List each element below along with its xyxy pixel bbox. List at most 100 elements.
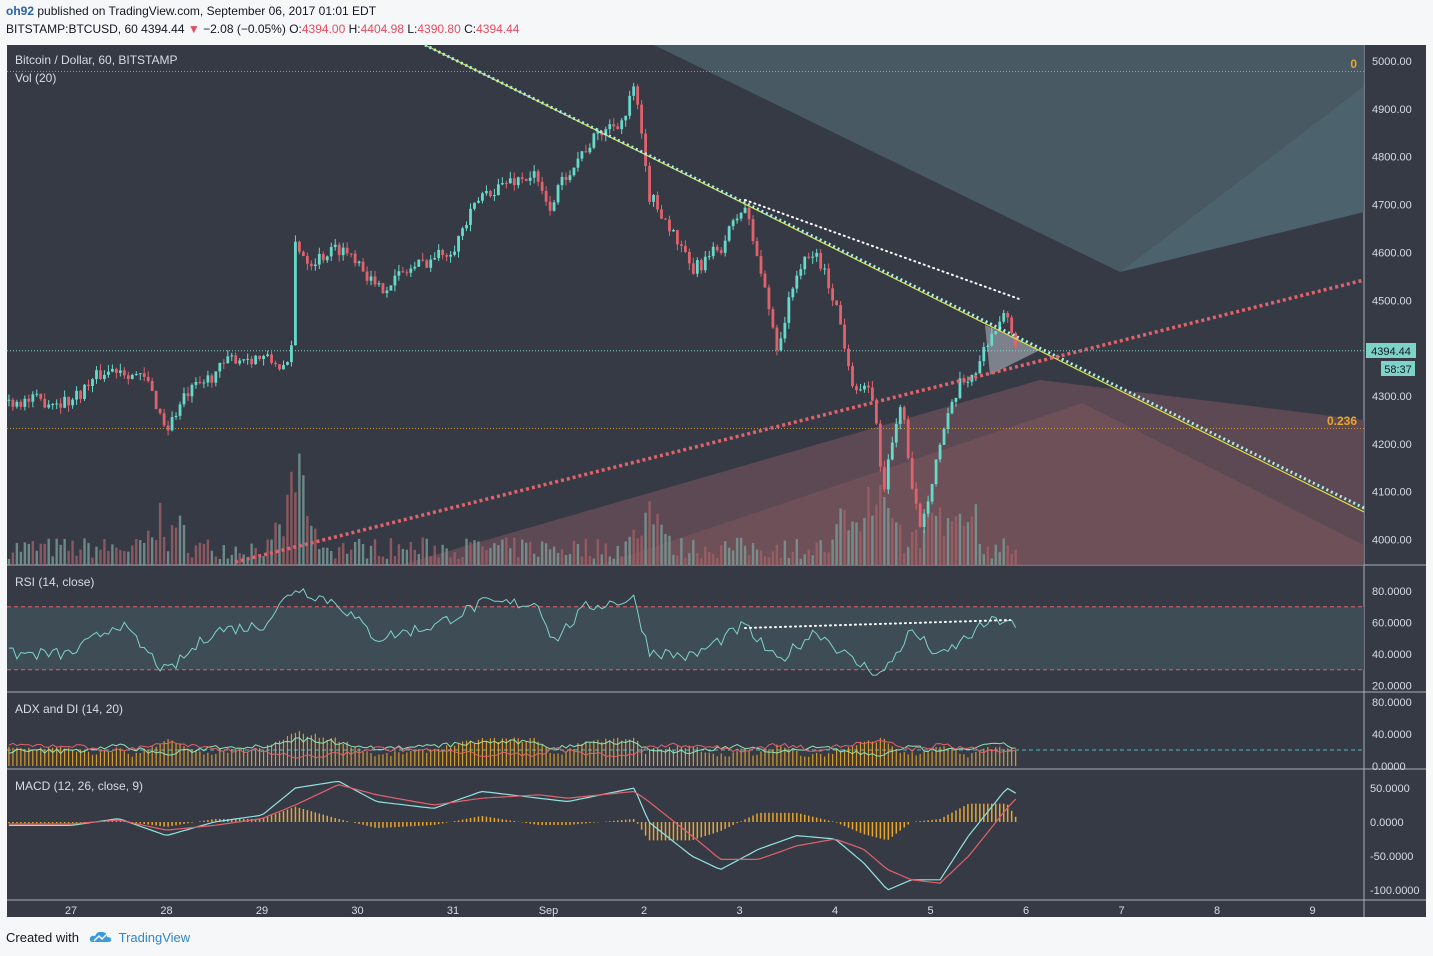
candle-body xyxy=(747,207,751,220)
candle-body xyxy=(122,370,126,376)
volume-bar xyxy=(743,545,747,565)
candle-body xyxy=(759,256,763,274)
candle-body xyxy=(604,129,608,136)
volume-bar xyxy=(807,549,810,565)
candle-body xyxy=(687,251,691,264)
candle-body xyxy=(974,373,978,375)
candle-body xyxy=(11,399,15,407)
candle-body xyxy=(214,371,218,383)
volume-bar xyxy=(660,524,663,565)
candle-body xyxy=(290,345,293,362)
candle-body xyxy=(210,375,214,383)
candle-body xyxy=(186,393,190,397)
volume-bar xyxy=(1014,549,1017,565)
volume-bar xyxy=(306,515,309,565)
price-tick-label: 4100.00 xyxy=(1372,487,1412,499)
candle-body xyxy=(946,413,950,429)
volume-bar xyxy=(680,538,683,565)
volume-bar xyxy=(59,544,62,565)
rsi-tick-label: 60.0000 xyxy=(1372,618,1412,630)
candle-body xyxy=(620,120,624,130)
candle-body xyxy=(616,126,620,130)
price-axis[interactable] xyxy=(1364,45,1426,917)
volume-bar xyxy=(15,542,19,565)
candle-body xyxy=(791,288,795,298)
candle-body xyxy=(23,398,27,407)
volume-bar xyxy=(978,544,982,565)
candle-body xyxy=(556,185,560,203)
volume-bar xyxy=(791,551,795,565)
candle-body xyxy=(902,407,906,420)
volume-bar xyxy=(123,550,126,565)
volume-bar xyxy=(214,556,218,565)
candle-body xyxy=(270,354,273,363)
volume-bar xyxy=(473,540,476,565)
candle-body xyxy=(910,457,914,489)
volume-bar xyxy=(103,539,106,565)
signal-line xyxy=(8,784,1017,884)
time-tick-label: 8 xyxy=(1214,905,1220,917)
volume-bar xyxy=(154,540,158,565)
macd-tick-label: 0.0000 xyxy=(1370,817,1404,829)
volume-bar xyxy=(206,539,210,565)
tradingview-cloud-icon xyxy=(89,930,113,947)
candle-body xyxy=(699,260,703,271)
volume-bar xyxy=(481,546,484,565)
candle-body xyxy=(170,417,174,431)
rsi-pane[interactable] xyxy=(7,587,1364,676)
volume-bar xyxy=(692,539,695,565)
volume-bar xyxy=(1006,545,1009,565)
volume-bar xyxy=(337,547,341,565)
candle-body xyxy=(385,290,389,294)
volume-bar xyxy=(624,541,627,565)
volume-bar xyxy=(556,553,560,565)
volume-bar xyxy=(274,522,277,565)
candle-body xyxy=(397,271,401,276)
candle-body xyxy=(719,250,723,253)
candle-body xyxy=(429,259,433,268)
rsi-pane-title: RSI (14, close) xyxy=(15,575,94,589)
candle-body xyxy=(449,254,453,257)
volume-bar xyxy=(385,558,389,565)
volume-bar xyxy=(823,552,826,565)
candle-body xyxy=(795,275,799,289)
macd-pane[interactable] xyxy=(8,780,1017,891)
candle-body xyxy=(325,256,329,261)
candle-body xyxy=(329,247,333,257)
candle-body xyxy=(715,246,719,251)
candle-body xyxy=(938,444,942,460)
volume-bar xyxy=(668,535,671,565)
candle-body xyxy=(835,300,838,306)
volume-bar xyxy=(525,542,528,565)
volume-bar xyxy=(146,530,150,565)
volume-bar xyxy=(843,509,846,565)
price-tick-label: 4600.00 xyxy=(1372,247,1412,259)
volume-bar xyxy=(851,521,854,565)
volume-bar xyxy=(262,556,265,565)
volume-bar xyxy=(31,541,34,565)
volume-bar xyxy=(425,538,428,565)
tradingview-brand[interactable]: TradingView xyxy=(118,930,191,945)
volume-bar xyxy=(266,539,269,565)
candle-body xyxy=(345,247,349,254)
adx-pane[interactable] xyxy=(7,731,1364,766)
price-tick-label: 4700.00 xyxy=(1372,200,1412,212)
volume-bar xyxy=(310,525,313,565)
volume-bar xyxy=(226,558,229,565)
volume-bar xyxy=(644,512,647,565)
created-with-label: Created with xyxy=(6,930,79,945)
volume-bar xyxy=(107,550,110,565)
volume-bar xyxy=(75,555,78,565)
candle-body xyxy=(198,382,202,384)
volume-bar xyxy=(457,558,460,565)
time-tick-label: 9 xyxy=(1309,905,1315,917)
price-tick-label: 4800.00 xyxy=(1372,152,1412,164)
candle-body xyxy=(672,230,675,232)
volume-bar xyxy=(946,517,950,565)
candle-body xyxy=(612,124,616,127)
main-price-pane[interactable] xyxy=(7,43,1365,565)
candle-body xyxy=(636,86,640,105)
author-name[interactable]: oh92 xyxy=(6,4,35,18)
candle-body xyxy=(301,251,305,256)
